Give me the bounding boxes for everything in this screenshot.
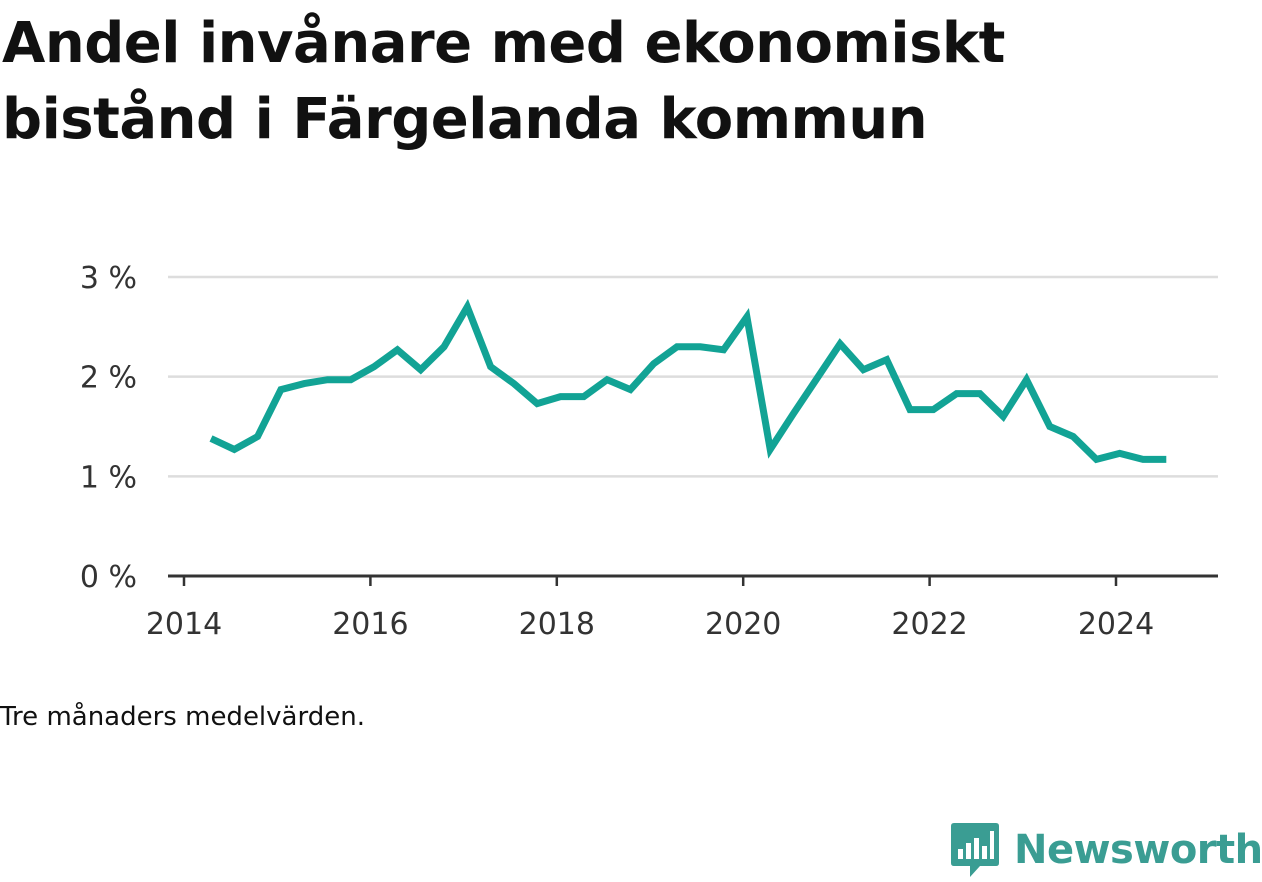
data-point (1046, 423, 1053, 430)
x-tick-label: 2020 (705, 607, 781, 642)
x-tick-label: 2014 (146, 607, 222, 642)
data-point (697, 343, 704, 350)
data-point (743, 313, 750, 320)
data-point (907, 406, 914, 413)
data-point (231, 446, 238, 453)
line-chart: 0 % 1 % 2 % 3 % 2014 2016 2018 2020 2022 2024 (80, 261, 1218, 642)
data-point (860, 366, 867, 373)
y-tick-label: 0 % (80, 560, 137, 595)
data-point (1093, 456, 1100, 463)
data-point (324, 376, 331, 383)
x-tick-label: 2022 (891, 607, 967, 642)
x-tick-label: 2024 (1078, 607, 1154, 642)
series-layer (208, 298, 1170, 464)
data-point (1163, 456, 1170, 463)
chart-area: 0 % 1 % 2 % 3 % 2014 2016 2018 2020 2022 2024 (0, 240, 1262, 660)
x-tick-label: 2018 (519, 607, 595, 642)
y-tick-label: 3 % (80, 261, 137, 296)
data-point (930, 406, 937, 413)
data-point (1140, 456, 1147, 463)
y-axis-labels: 0 % 1 % 2 % 3 % (80, 261, 137, 595)
data-point (277, 386, 284, 393)
data-point (953, 390, 960, 397)
data-point (627, 386, 634, 393)
data-point (487, 363, 494, 370)
x-tick-label: 2016 (332, 607, 408, 642)
data-point (580, 393, 587, 400)
data-point (371, 363, 378, 370)
data-point (417, 366, 424, 373)
data-point (1000, 413, 1007, 420)
data-point (208, 435, 215, 442)
y-tick-label: 1 % (80, 460, 137, 495)
data-point (557, 393, 564, 400)
series-line-0 (209, 298, 1167, 464)
data-point (650, 360, 657, 367)
data-point (837, 340, 844, 347)
newsworthy-logo-icon (951, 823, 999, 877)
data-point (813, 375, 820, 382)
data-point (347, 376, 354, 383)
data-point (394, 346, 401, 353)
data-point (1070, 433, 1077, 440)
data-point (301, 380, 308, 387)
data-point (720, 346, 727, 353)
data-point (790, 410, 797, 417)
brand-name: Newsworthy (1014, 827, 1262, 873)
x-axis (168, 574, 1218, 586)
data-point (464, 303, 471, 310)
x-axis-labels: 2014 2016 2018 2020 2022 2024 (146, 607, 1154, 642)
data-point (604, 376, 611, 383)
data-point (534, 400, 541, 407)
chart-note: Tre månaders medelvärden. (0, 702, 365, 732)
newsworthy-brand[interactable]: Newsworthy (950, 818, 1262, 882)
chart-title: Andel invånare med ekonomiskt bistånd i … (2, 11, 1005, 152)
data-point (883, 356, 890, 363)
data-point (674, 343, 681, 350)
data-point (1116, 450, 1123, 457)
data-point (767, 446, 774, 453)
data-point (976, 390, 983, 397)
data-point (441, 343, 448, 350)
y-tick-label: 2 % (80, 361, 137, 396)
data-point (510, 380, 517, 387)
data-point (1023, 376, 1030, 383)
data-point (254, 433, 261, 440)
